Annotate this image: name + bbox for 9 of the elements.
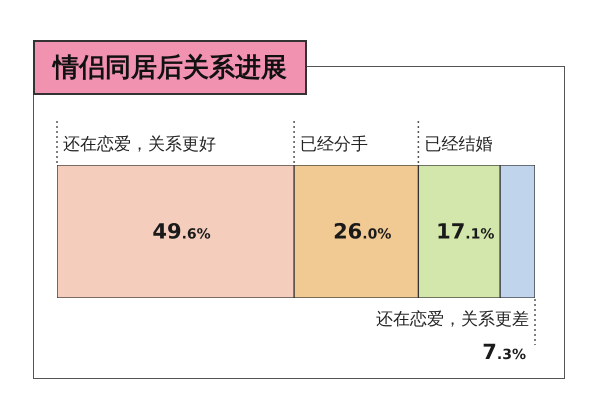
series-label: 已经结婚	[424, 134, 492, 154]
data-label: 49.6%	[152, 220, 211, 244]
data-label: 7.3%	[482, 340, 526, 364]
series-label: 还在恋爱，关系更差	[376, 309, 529, 330]
chart-title: 情侣同居后关系进展	[33, 40, 307, 95]
series-label: 还在恋爱，关系更好	[63, 134, 216, 154]
data-label: 26.0%	[333, 220, 392, 244]
data-label: 17.1%	[436, 220, 494, 244]
series-label: 已经分手	[300, 134, 368, 154]
